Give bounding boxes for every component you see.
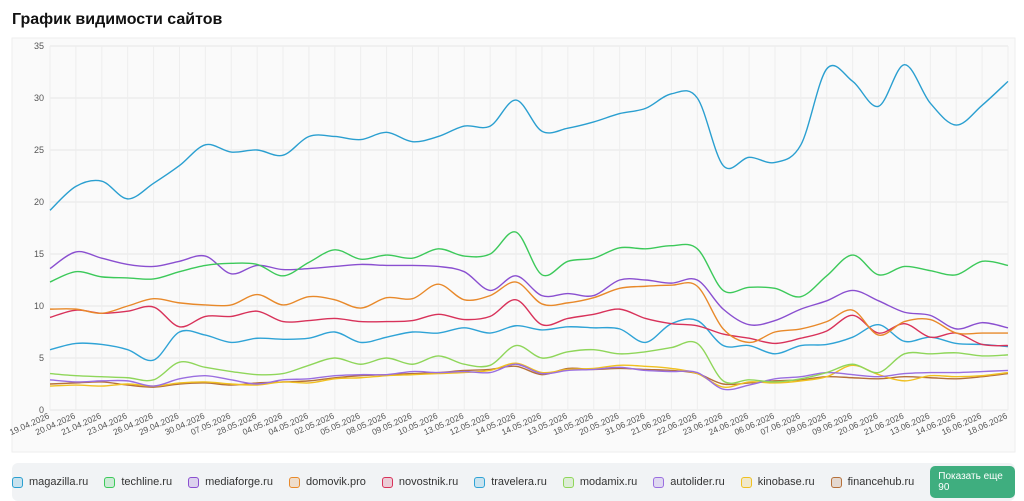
legend-label: novostnik.ru xyxy=(398,476,459,488)
legend-label: kinobase.ru xyxy=(757,476,815,488)
legend-swatch xyxy=(740,476,752,488)
series-line xyxy=(49,318,1009,362)
series-line xyxy=(49,299,1009,347)
y-tick-label: 25 xyxy=(34,145,44,155)
legend-swatch xyxy=(474,476,486,488)
chart: График видимости сайтов 0510152025303519… xyxy=(8,11,1016,453)
legend-swatch xyxy=(288,476,300,488)
legend: magazilla.ru techline.ru mediaforge.ru domo… xyxy=(12,463,1015,501)
legend-label: mediaforge.ru xyxy=(205,476,273,488)
legend-label: financehub.ru xyxy=(847,476,915,488)
legend-swatch xyxy=(381,476,393,488)
y-tick-label: 20 xyxy=(34,197,44,207)
legend-swatch xyxy=(104,476,116,488)
legend-item[interactable]: novostnik.ru xyxy=(381,476,459,488)
chart-title: График видимости сайтов xyxy=(12,11,223,28)
legend-label: modamix.ru xyxy=(579,476,638,488)
legend-swatch xyxy=(188,476,200,488)
legend-label: techline.ru xyxy=(121,476,173,488)
series-line xyxy=(49,362,1009,389)
legend-swatch xyxy=(830,476,842,488)
y-tick-label: 30 xyxy=(34,93,44,103)
legend-item[interactable]: techline.ru xyxy=(104,476,172,488)
series-line xyxy=(49,340,1009,384)
legend-item[interactable]: financehub.ru xyxy=(830,476,915,488)
y-tick-label: 15 xyxy=(34,249,44,259)
series-line xyxy=(49,363,1009,391)
series-line xyxy=(49,365,1009,388)
series-line xyxy=(49,231,1009,298)
legend-item[interactable]: magazilla.ru xyxy=(12,476,88,488)
legend-item[interactable]: travelera.ru xyxy=(474,476,547,488)
legend-swatch xyxy=(653,476,665,488)
more-button[interactable]: Показать еще 90 xyxy=(930,466,1015,498)
series-line xyxy=(49,250,1009,330)
legend-item[interactable]: domovik.pro xyxy=(288,476,366,488)
legend-item[interactable]: kinobase.ru xyxy=(740,476,815,488)
legend-label: autolider.ru xyxy=(670,476,725,488)
legend-label: magazilla.ru xyxy=(29,476,89,488)
legend-label: travelera.ru xyxy=(491,476,547,488)
y-tick-label: 35 xyxy=(34,41,44,51)
series-line xyxy=(49,281,1008,344)
y-tick-label: 5 xyxy=(39,353,44,363)
legend-swatch xyxy=(12,476,23,488)
legend-item[interactable]: modamix.ru xyxy=(562,476,638,488)
y-tick-label: 10 xyxy=(34,301,44,311)
legend-item[interactable]: autolider.ru xyxy=(653,476,725,488)
legend-swatch xyxy=(562,476,574,488)
y-tick-label: 0 xyxy=(39,405,44,415)
legend-label: domovik.pro xyxy=(305,476,366,488)
legend-item[interactable]: mediaforge.ru xyxy=(188,476,273,488)
series-line xyxy=(49,64,1009,211)
